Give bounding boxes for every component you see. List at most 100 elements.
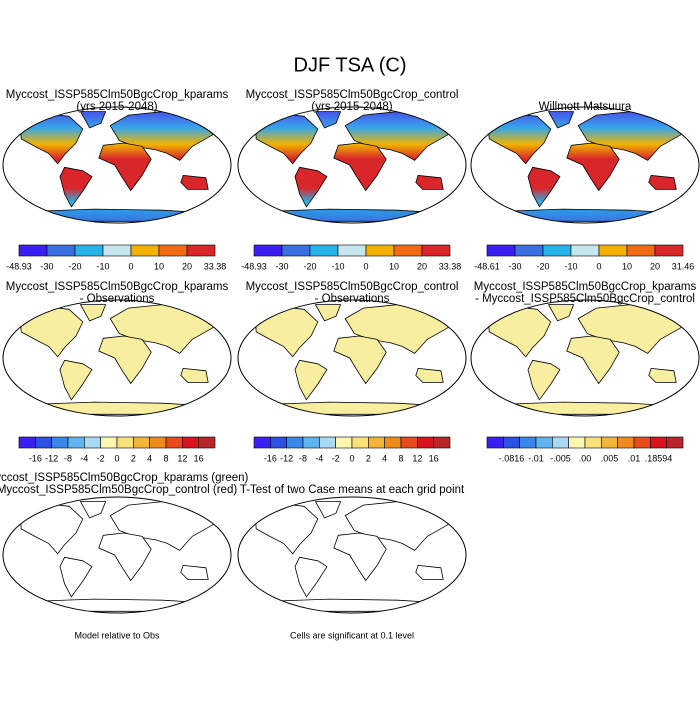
colorbar-swatch — [18, 436, 36, 449]
colorbar-swatch — [486, 244, 516, 257]
colorbar-swatch — [601, 436, 618, 449]
colorbar-label: -30 — [508, 261, 521, 271]
continent — [31, 598, 203, 612]
map — [254, 501, 451, 612]
colorbar-label: 0 — [349, 453, 354, 463]
colorbar-label: -10 — [96, 261, 109, 271]
colorbar-swatch — [281, 244, 311, 257]
colorbar-swatch — [384, 436, 402, 449]
colorbar-label: 0 — [128, 261, 133, 271]
colorbar-swatch — [186, 244, 216, 257]
colorbar-swatch — [198, 436, 216, 449]
colorbar-label: -48.61 — [474, 261, 500, 271]
colorbar-label: 10 — [622, 261, 632, 271]
colorbar-swatch — [102, 244, 132, 257]
panel-title: Myccost_ISSP585Clm50BgcCrop_kparams — [6, 89, 229, 101]
map — [19, 304, 216, 415]
colorbar-label: 2 — [366, 453, 371, 463]
colorbar-swatch — [286, 436, 304, 449]
continent — [19, 503, 84, 555]
colorbar-swatch — [598, 244, 628, 257]
colorbar-label: -20 — [536, 261, 549, 271]
continent — [98, 532, 152, 582]
colorbar-label: 20 — [650, 261, 660, 271]
colorbar-swatch — [337, 244, 367, 257]
continent — [59, 359, 93, 401]
colorbar-label: 0 — [363, 261, 368, 271]
colorbar-swatch — [393, 244, 423, 257]
colorbar-swatch — [253, 244, 283, 257]
map-border — [2, 106, 232, 224]
panel: Myccost_ISSP585Clm50BgcCrop_kparams- Obs… — [2, 281, 232, 463]
continent — [527, 359, 561, 401]
colorbar-swatch — [149, 436, 167, 449]
colorbar-swatch — [486, 436, 504, 449]
colorbar-label: 20 — [182, 261, 192, 271]
colorbar-swatch — [535, 436, 553, 449]
continent — [79, 304, 107, 322]
colorbar-swatch — [319, 436, 336, 449]
colorbar-label: -12 — [45, 453, 58, 463]
colorbar-label: .00 — [579, 453, 592, 463]
map — [487, 304, 684, 415]
map-border — [237, 299, 467, 417]
continent — [333, 532, 387, 582]
colorbar-label: 33.38 — [439, 261, 462, 271]
continent — [79, 111, 107, 129]
continent — [566, 142, 620, 192]
continent — [59, 556, 93, 598]
colorbar-label: -16 — [264, 453, 277, 463]
colorbar-label: -10 — [564, 261, 577, 271]
colorbar-swatch — [351, 436, 369, 449]
continent — [499, 401, 671, 415]
panel-title: Myccost_ISSP585Clm50BgcCrop_kparams (gre… — [0, 472, 249, 484]
continent — [266, 598, 438, 612]
colorbar-swatch — [35, 436, 52, 449]
colorbar-label: -30 — [40, 261, 53, 271]
panel: Myccost_ISSP585Clm50BgcCrop_control- Obs… — [237, 281, 467, 463]
panel-title: Myccost_ISSP585Clm50BgcCrop_control (red… — [0, 484, 237, 496]
panel-title: Myccost_ISSP585Clm50BgcCrop_kparams — [474, 281, 697, 293]
panel-title: Myccost_ISSP585Clm50BgcCrop_control — [246, 281, 459, 293]
continent — [79, 501, 107, 519]
map — [254, 111, 451, 222]
colorbar-label: .005 — [601, 453, 619, 463]
continent — [314, 304, 342, 322]
colorbar-swatch — [46, 244, 76, 257]
colorbar-label: -48.93 — [6, 261, 32, 271]
continent — [415, 564, 444, 580]
colorbar-label: 0 — [596, 261, 601, 271]
continent — [180, 564, 209, 580]
map — [487, 111, 684, 222]
continent — [294, 359, 328, 401]
continent — [266, 208, 438, 222]
colorbar-label: -8 — [299, 453, 307, 463]
colorbar-swatch — [18, 244, 48, 257]
colorbar-label: -10 — [331, 261, 344, 271]
map — [254, 304, 451, 415]
colorbar-swatch — [503, 436, 520, 449]
map-border — [237, 496, 467, 614]
colorbar-swatch — [84, 436, 101, 449]
colorbar-label: -.01 — [528, 453, 544, 463]
colorbar-swatch — [309, 244, 339, 257]
colorbar-swatch — [158, 244, 188, 257]
colorbar-swatch — [133, 436, 150, 449]
panel-title: Myccost_ISSP585Clm50BgcCrop_control — [246, 89, 459, 101]
colorbar-label: -20 — [68, 261, 81, 271]
map — [19, 111, 216, 222]
continent — [487, 306, 552, 358]
continent — [314, 111, 342, 129]
colorbar-label: -4 — [315, 453, 323, 463]
map-border — [470, 299, 700, 417]
panel-title: - Myccost_ISSP585Clm50BgcCrop_control — [475, 293, 695, 305]
panel-footer: Cells are significant at 0.1 level — [290, 630, 414, 640]
panel-title: T-Test of two Case means at each grid po… — [240, 484, 465, 496]
colorbar-label: -4 — [80, 453, 88, 463]
continent — [499, 208, 671, 222]
panel: Myccost_ISSP585Clm50BgcCrop_kparams (gre… — [0, 472, 249, 640]
colorbar-swatch — [552, 436, 569, 449]
continent — [19, 113, 84, 165]
colorbar-label: -16 — [29, 453, 42, 463]
colorbar-swatch — [182, 436, 199, 449]
